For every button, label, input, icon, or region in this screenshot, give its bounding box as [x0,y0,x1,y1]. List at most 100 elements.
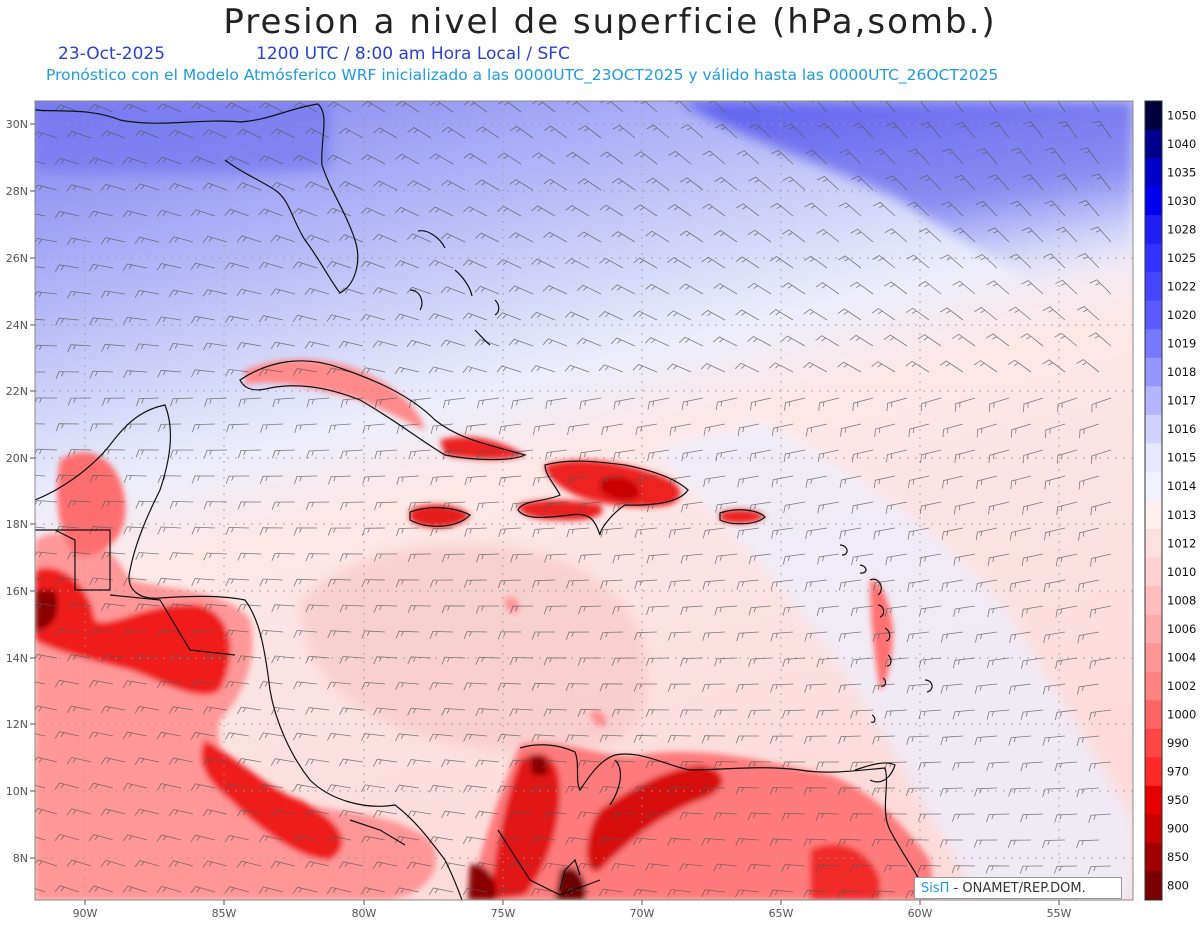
wind-barb [475,759,500,768]
wind-barb [804,683,828,693]
wind-barb [1078,200,1100,217]
wind-barb [702,579,726,590]
wind-barb [838,683,862,694]
wind-barb [66,808,92,816]
wind-barb [1077,253,1100,269]
wind-barb [136,397,160,407]
wind-barb [361,733,386,741]
wind-barb [974,683,998,694]
colorbar-swatch [1145,814,1162,844]
wind-barb [681,449,704,462]
wind-barb [374,449,398,460]
wind-barb [1091,397,1112,413]
wind-barb [156,316,182,325]
hispaniola-coast [517,460,689,536]
wind-barb [100,705,126,714]
lon-label: 70W [630,907,655,920]
wind-barb [679,863,704,872]
mexico-border [35,529,111,591]
wind-barb [88,263,114,272]
wind-barb [579,397,602,410]
colorbar-swatch [1145,757,1162,787]
wind-barb [531,205,556,217]
wind-barb [326,261,352,269]
wind-barb [1008,306,1032,321]
wind-barb [396,475,420,485]
colorbar-swatch [1145,414,1162,444]
colorbar-swatch [1145,785,1162,815]
wind-barb [475,605,499,614]
wind-barb [360,260,386,269]
colorbar-swatch [1145,671,1162,701]
wind-barb [613,397,636,410]
wind-barb [122,103,148,113]
wind-barb [849,864,874,873]
wind-barb [713,230,738,243]
wind-barb [429,630,454,639]
colorbar-swatch [1145,443,1162,473]
wind-barb [326,207,352,217]
colorbar-label: 900 [1167,822,1189,836]
wind-barb [88,157,114,165]
wind-barb [123,316,148,325]
wind-barb [804,579,828,591]
wind-barb [89,423,114,432]
wind-barb [917,813,942,822]
wind-barb [475,126,500,139]
wind-barb [940,735,964,746]
wind-barb [806,423,828,437]
wind-barb [678,336,704,347]
wind-barb [134,290,160,298]
wind-barb [839,149,862,165]
wind-barb [191,475,216,484]
wind-barb [747,761,772,770]
wind-barb [100,859,126,867]
wind-barb [35,551,58,557]
wind-barb [713,709,738,718]
wind-barb [599,837,624,845]
wind-barb [236,288,262,297]
wind-barb [122,210,148,218]
wind-barb [236,758,262,766]
colorbar: 1050 1040 1035 1030 1028 1025 1022 1020 1019 1018… [1144,100,1196,901]
wind-barb [714,605,738,616]
wind-barb [270,235,296,243]
wind-barb [258,208,284,217]
wind-barb [850,657,874,668]
wind-barb [406,340,432,348]
caribbean-low [300,543,648,754]
wind-barb [668,579,692,590]
wind-barb [236,182,262,191]
wind-barb [122,156,148,165]
wind-barb [815,282,840,295]
wind-barb [646,553,670,564]
wind-barb [237,501,262,510]
wind-barb [202,809,228,817]
wind-barb [304,287,330,296]
wind-barb [702,150,726,165]
forecast-date: 23-Oct-2025 [58,44,166,64]
colorbar-swatch [1145,300,1162,330]
wind-barb [633,734,658,743]
colorbar-label: 850 [1167,850,1189,864]
wind-barb [681,501,704,513]
wind-barb [701,309,726,321]
wind-barb [372,180,398,191]
colorbar-frame [1144,100,1163,901]
wind-barb [429,682,454,691]
wind-barb [782,553,806,565]
wind-barb [544,501,568,512]
wind-barb [360,887,386,895]
wind-barb [986,709,1010,720]
lat-label: 24N [6,319,28,332]
wind-barb [338,861,364,869]
wind-barb [475,810,500,819]
wind-barb [372,233,398,243]
wind-barb [340,449,364,459]
wind-barb [530,365,556,373]
wind-barb [407,180,432,191]
wind-barb [1022,174,1044,191]
wind-barb [918,709,942,720]
wind-barb [817,449,840,463]
wind-barb [326,367,352,376]
